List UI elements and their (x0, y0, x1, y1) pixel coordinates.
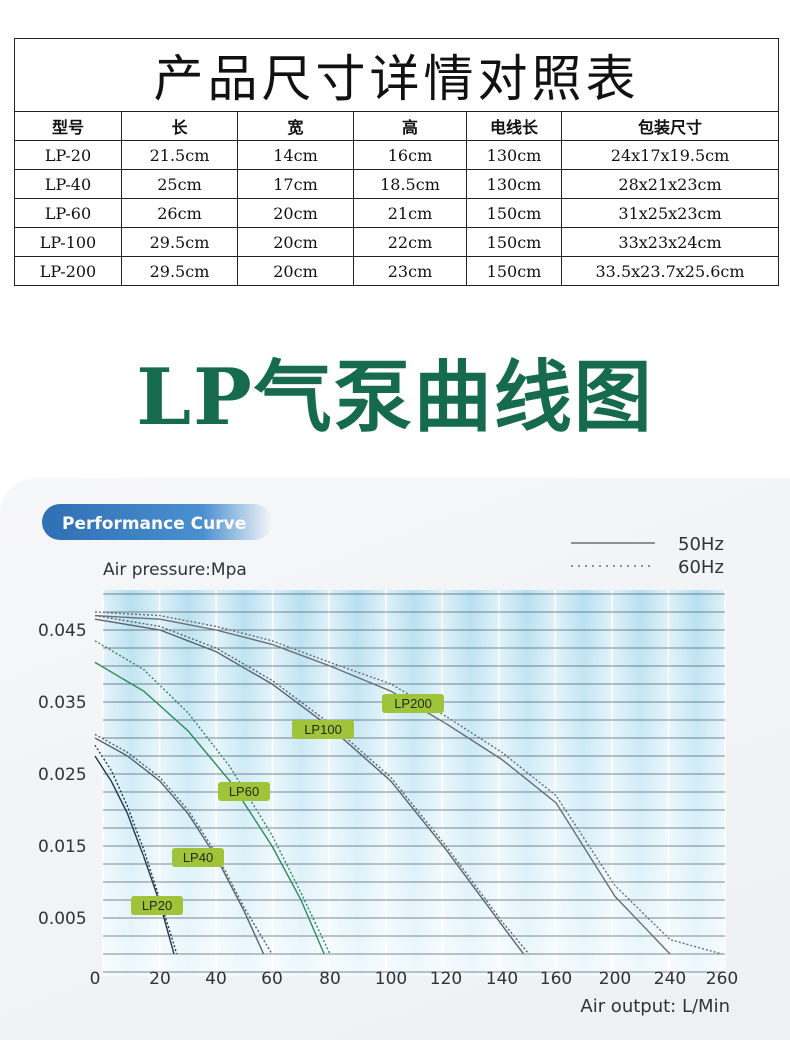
header-height: 高 (353, 111, 467, 141)
chart-title: Performance Curve (62, 514, 246, 534)
cell-height: 18.5cm (353, 169, 467, 199)
cell-length: 29.5cm (121, 227, 238, 257)
cell-model: LP-20 (14, 140, 122, 170)
table-row: LP-60 26cm 20cm 21cm 150cm 31x25x23cm (14, 198, 780, 228)
cell-height: 22cm (353, 227, 467, 257)
x-tick-label: 0 (90, 969, 101, 989)
table-row: LP-20 21.5cm 14cm 16cm 130cm 24x17x19.5c… (14, 140, 780, 170)
cell-model: LP-200 (14, 256, 122, 286)
cell-length: 29.5cm (121, 256, 238, 286)
y-axis-label: Air pressure:Mpa (103, 560, 247, 580)
cell-height: 21cm (353, 198, 467, 228)
cell-cable-length: 130cm (466, 169, 562, 199)
x-tick-label: 40 (205, 969, 227, 989)
series-line-lp100-60hz (94, 614, 530, 955)
header-cable-length: 电线长 (466, 111, 562, 141)
series-line-lp60-60hz (94, 640, 331, 955)
y-tick-label: 0.025 (38, 765, 87, 785)
cell-length: 26cm (121, 198, 238, 228)
header-model: 型号 (14, 111, 122, 141)
cell-model: LP-100 (14, 227, 122, 257)
plot-column-sheen (272, 590, 330, 976)
product-size-table: 产品尺寸详情对照表 型号 长 宽 高 电线长 包装尺寸 LP-20 21.5cm… (13, 38, 780, 286)
performance-chart-panel: LP20 LP40 LP60 LP100 LP200 Performance Curve… (0, 478, 790, 1040)
x-tick-label: 160 (540, 969, 572, 989)
table-title: 产品尺寸详情对照表 (13, 38, 780, 112)
curve-label-badge (131, 896, 183, 915)
y-tick-label: 0.005 (38, 909, 87, 929)
cell-cable-length: 150cm (466, 198, 562, 228)
cell-package-size: 31x25x23cm (560, 198, 780, 228)
header-length: 长 (121, 111, 238, 141)
cell-package-size: 33x23x24cm (560, 227, 780, 257)
y-tick-label: 0.035 (38, 693, 87, 713)
series-line-lp20-60hz (94, 744, 178, 955)
x-tick-label: 200 (599, 969, 631, 989)
series-line-lp40-60hz (94, 733, 273, 955)
curve-label-lp20: LP20 (142, 898, 172, 913)
y-tick-label: 0.045 (38, 621, 87, 641)
cell-length: 25cm (121, 169, 238, 199)
series-line-lp60-50hz (94, 661, 325, 955)
series-line-lp200-50hz (94, 614, 671, 955)
legend-label-60hz: 60Hz (678, 557, 724, 578)
cell-height: 23cm (353, 256, 467, 286)
curve-label-lp100: LP100 (304, 722, 342, 737)
performance-chart: LP20 LP40 LP60 LP100 LP200 Performance Curve… (38, 504, 738, 1017)
series-line-lp40-50hz (94, 737, 265, 955)
curve-label-badge (292, 720, 354, 739)
y-tick-label: 0.015 (38, 837, 87, 857)
plot-column-sheen (498, 590, 556, 976)
x-axis-label: Air output: L/Min (580, 996, 730, 1017)
x-tick-label: 120 (430, 969, 462, 989)
cell-cable-length: 150cm (466, 256, 562, 286)
plot-column-sheen (385, 590, 443, 976)
x-tick-label: 80 (319, 969, 341, 989)
cell-width: 20cm (237, 198, 354, 228)
cell-model: LP-60 (14, 198, 122, 228)
cell-package-size: 28x21x23cm (560, 169, 780, 199)
series-line-lp200-60hz (94, 611, 723, 955)
table-row: LP-200 29.5cm 20cm 23cm 150cm 33.5x23.7x… (14, 256, 780, 286)
legend-label-50hz: 50Hz (678, 534, 724, 555)
plot-column-sheen (442, 590, 499, 976)
pump-curve-heading: LP气泵曲线图 (136, 352, 654, 443)
plot-column-sheen (611, 590, 669, 976)
header-width: 宽 (237, 111, 354, 141)
table-header-row: 型号 长 宽 高 电线长 包装尺寸 (14, 111, 780, 141)
cell-package-size: 33.5x23.7x25.6cm (560, 256, 780, 286)
x-tick-label: 100 (375, 969, 407, 989)
curve-label-lp40: LP40 (183, 850, 213, 865)
table-row: LP-100 29.5cm 20cm 22cm 150cm 33x23x24cm (14, 227, 780, 257)
cell-width: 20cm (237, 227, 354, 257)
x-tick-label: 260 (706, 969, 738, 989)
plot-column-sheen (668, 590, 725, 976)
header-package-size: 包装尺寸 (560, 111, 780, 141)
curve-label-badge (172, 848, 224, 867)
cell-length: 21.5cm (121, 140, 238, 170)
x-tick-label: 240 (654, 969, 686, 989)
cell-package-size: 24x17x19.5cm (560, 140, 780, 170)
cell-width: 17cm (237, 169, 354, 199)
curve-label-lp60: LP60 (229, 784, 259, 799)
plot-column-sheen (555, 590, 612, 976)
curve-label-lp200: LP200 (394, 696, 432, 711)
cell-cable-length: 150cm (466, 227, 562, 257)
x-tick-label: 20 (149, 969, 171, 989)
cell-width: 14cm (237, 140, 354, 170)
plot-column-sheen (329, 590, 386, 976)
curve-label-badge (382, 694, 444, 713)
curve-label-badge (218, 782, 270, 801)
cell-cable-length: 130cm (466, 140, 562, 170)
table-row: LP-40 25cm 17cm 18.5cm 130cm 28x21x23cm (14, 169, 780, 199)
cell-width: 20cm (237, 256, 354, 286)
x-tick-label: 140 (486, 969, 518, 989)
x-tick-label: 60 (261, 969, 283, 989)
cell-model: LP-40 (14, 169, 122, 199)
title-badge (42, 504, 272, 540)
cell-height: 16cm (353, 140, 467, 170)
